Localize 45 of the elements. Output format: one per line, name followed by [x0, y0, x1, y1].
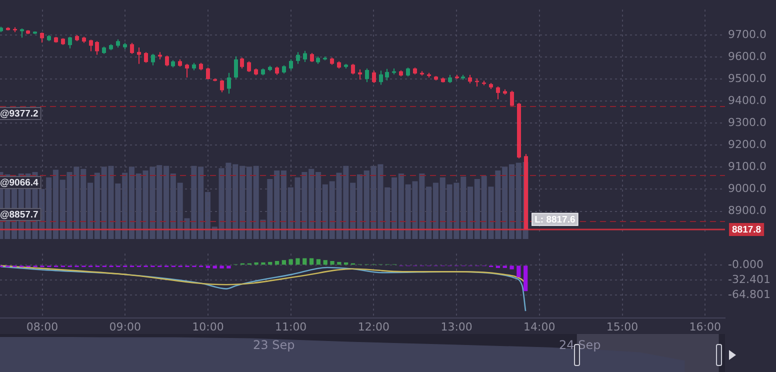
- y-tick-label: -32.401: [728, 273, 770, 286]
- bar: [309, 258, 314, 265]
- ref-line-label: @8857.7: [0, 210, 38, 221]
- x-tick-label: 23 Sep: [253, 338, 295, 352]
- line-series: [0, 264, 526, 286]
- x-tick-label: 11:00: [274, 320, 307, 334]
- y-tick-label: -0.000: [728, 258, 764, 272]
- x-tick-label: 10:00: [192, 320, 224, 334]
- bar: [316, 259, 321, 265]
- x-tick-label: 15:00: [606, 320, 638, 334]
- bar: [330, 261, 334, 265]
- bar: [261, 262, 266, 265]
- bar: [226, 266, 231, 268]
- ref-line-label: @9066.4: [0, 178, 40, 189]
- bar: [510, 266, 514, 270]
- y-tick-label: 9300.0: [728, 116, 766, 129]
- bar: [323, 260, 328, 265]
- y-tick-label: 9600.0: [728, 50, 766, 63]
- bar: [296, 258, 300, 265]
- ref-line-label: @9377.2: [0, 108, 38, 120]
- y-tick-label: -64.801: [728, 288, 770, 302]
- y-tick-label: 9400.0: [728, 94, 766, 107]
- x-tick-label: 09:00: [109, 320, 141, 334]
- ref-line-label: 8817.8: [732, 224, 762, 236]
- y-tick-label: 9100.0: [728, 160, 766, 174]
- bar: [302, 258, 307, 265]
- bar: [220, 266, 224, 268]
- y-tick-label: 8900.0: [728, 204, 766, 218]
- y-tick-label: 9700.0: [728, 28, 766, 41]
- bar: [282, 260, 286, 265]
- x-tick-label: 14:00: [524, 320, 556, 334]
- x-tick-label: 13:00: [440, 320, 472, 334]
- x-tick-label: 12:00: [358, 320, 390, 334]
- bar: [212, 266, 217, 268]
- x-tick-label: 16:00: [689, 320, 721, 334]
- x-tick-label: 24 Sep: [559, 338, 601, 352]
- bar: [516, 266, 521, 278]
- bar: [254, 262, 258, 265]
- bar: [274, 261, 280, 265]
- y-tick-label: 9500.0: [728, 72, 766, 85]
- x-tick-label: 08:00: [26, 320, 58, 334]
- y-tick-label: 9000.0: [728, 182, 766, 196]
- y-tick-label: 9200.0: [728, 138, 766, 151]
- bar: [288, 259, 293, 265]
- annotation: L: 8817.6: [534, 214, 576, 226]
